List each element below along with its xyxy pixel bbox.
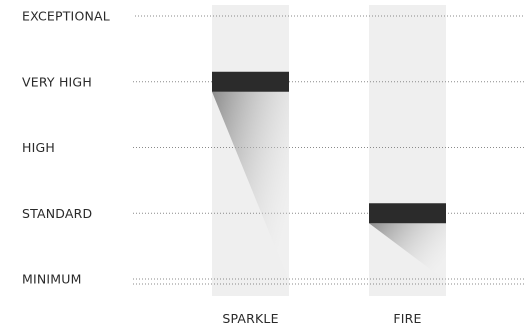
level-labels: EXCEPTIONAL VERY HIGH HIGH STANDARD MINIMUM [22,9,110,287]
shade-wedge-sparkle [212,91,289,281]
level-label-high: HIGH [22,140,55,155]
rating-marker-fire [369,203,446,224]
level-label-exceptional: EXCEPTIONAL [22,9,110,24]
level-gridlines [133,15,524,285]
category-labels: SPARKLE FIRE [222,311,421,326]
level-label-standard: STANDARD [22,206,92,221]
level-label-minimum: MINIMUM [22,272,82,287]
category-label-fire: FIRE [393,311,421,326]
rating-markers [212,71,446,281]
category-label-sparkle: SPARKLE [222,311,278,326]
shade-wedge-fire [369,223,446,281]
rating-marker-sparkle [212,71,289,92]
level-label-very-high: VERY HIGH [22,74,92,89]
